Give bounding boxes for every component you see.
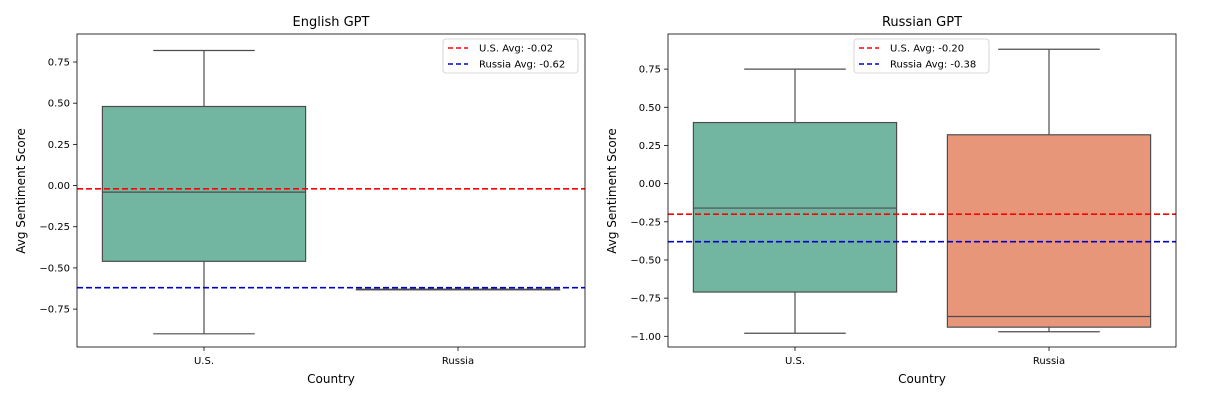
y-tick-label: 0.75 [48, 58, 70, 69]
plot-area: 0.75 0.50 0.25 0.00 −0.25 −0.50 −0.75 −1.00 U.S.… [630, 33, 1177, 367]
y-tick-label: −0.75 [39, 305, 70, 316]
legend-label: U.S. Avg: -0.20 [890, 44, 964, 55]
y-tick-label: −0.50 [630, 255, 661, 266]
x-tick-label: Russia [442, 356, 474, 367]
box-us [692, 121, 898, 293]
y-tick-label: 0.00 [639, 179, 661, 190]
axes-frame [76, 33, 586, 348]
axes-frame [667, 33, 1177, 348]
legend-box [442, 38, 579, 74]
y-tick-label: 0.50 [639, 103, 661, 114]
x-axis-label: Country [307, 372, 355, 386]
y-axis-label: Avg Sentiment Score [14, 128, 28, 254]
box-russia [946, 134, 1152, 328]
legend-label: U.S. Avg: -0.02 [479, 44, 553, 55]
y-tick-label: 0.50 [48, 99, 70, 110]
y-tick-label: 0.25 [48, 140, 70, 151]
russian-gpt-chart: Russian GPT Country Avg Sentiment Score … [605, 15, 1177, 386]
legend-box [853, 38, 990, 74]
legend: U.S. Avg: -0.02 Russia Avg: -0.62 [442, 38, 579, 74]
chart-title: Russian GPT [882, 15, 962, 30]
y-axis-label: Avg Sentiment Score [605, 128, 619, 254]
y-tick-label: −1.00 [630, 332, 661, 343]
y-tick-label: −0.25 [630, 217, 661, 228]
y-tick-label: −0.25 [39, 222, 70, 233]
legend-label: Russia Avg: -0.38 [890, 60, 976, 71]
y-tick-label: −0.75 [630, 294, 661, 305]
x-tick-label: Russia [1033, 356, 1065, 367]
x-axis-label: Country [898, 372, 946, 386]
legend-label: Russia Avg: -0.62 [479, 60, 565, 71]
english-gpt-chart: English GPT Country Avg Sentiment Score … [14, 15, 586, 386]
chart-title: English GPT [293, 15, 370, 30]
y-tick-label: −0.50 [39, 263, 70, 274]
legend: U.S. Avg: -0.20 Russia Avg: -0.38 [853, 38, 990, 74]
plot-area: 0.75 0.50 0.25 0.00 −0.25 −0.50 −0.75 U.S. Russi… [39, 33, 586, 367]
y-tick-label: 0.75 [639, 65, 661, 76]
x-tick-label: U.S. [194, 356, 214, 367]
box-us [101, 105, 307, 262]
x-tick-label: U.S. [785, 356, 805, 367]
y-tick-label: 0.25 [639, 141, 661, 152]
y-tick-label: 0.00 [48, 181, 70, 192]
